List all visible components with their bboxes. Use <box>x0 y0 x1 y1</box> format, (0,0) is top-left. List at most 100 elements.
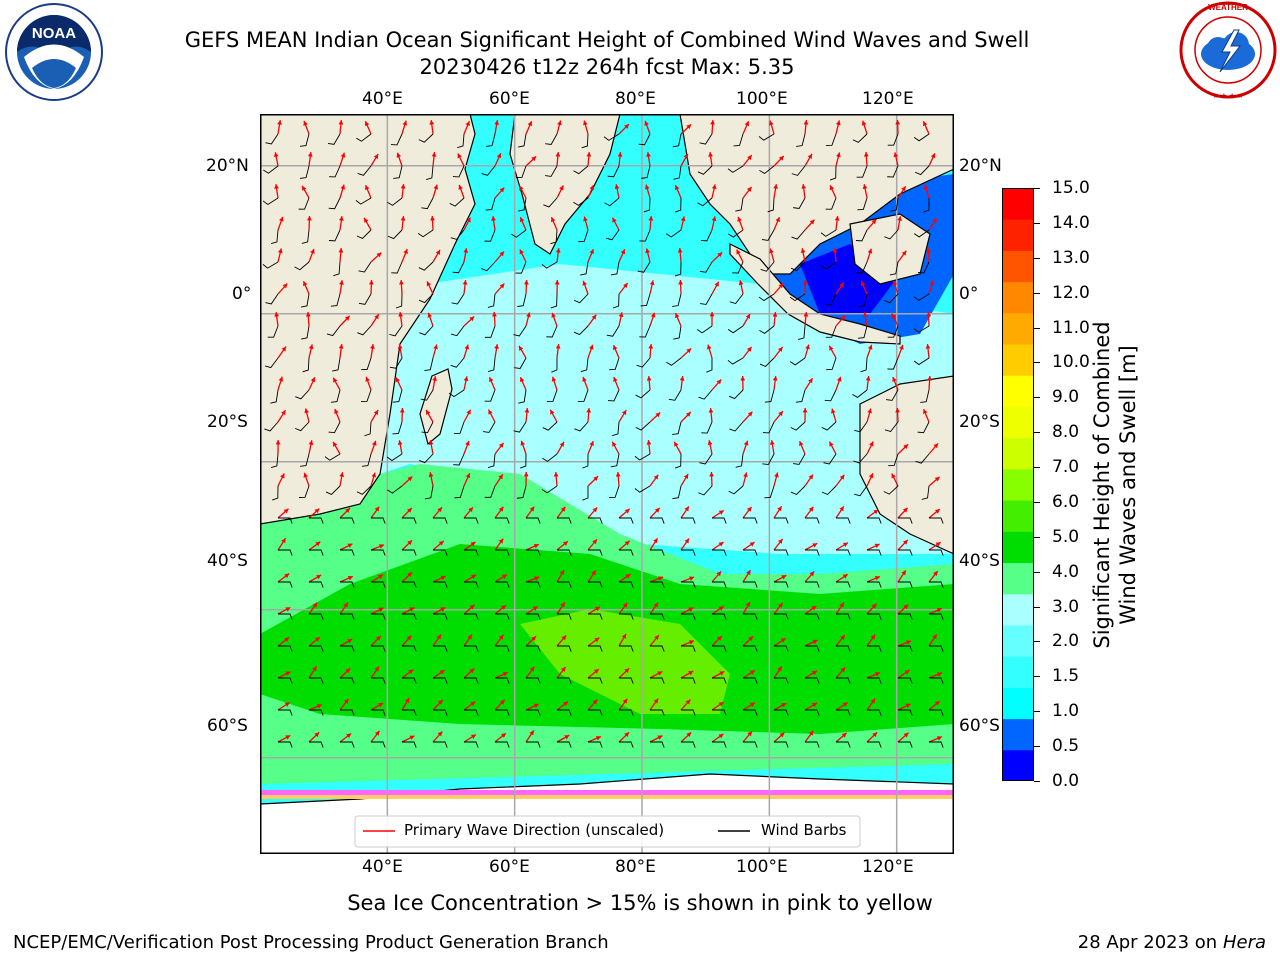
wave-arrowhead <box>523 472 529 477</box>
wave-arrowhead <box>409 607 415 612</box>
wave-arrowhead <box>586 152 592 157</box>
wave-arrowhead <box>589 185 594 191</box>
wind-barb <box>712 517 727 524</box>
wave-arrowhead <box>836 152 841 158</box>
wind-barb <box>887 165 899 178</box>
wind-barb <box>650 517 665 524</box>
wind-barb <box>454 421 465 434</box>
wave-arrowhead <box>284 573 290 579</box>
wind-barb <box>697 197 713 207</box>
wind-barb <box>578 229 589 243</box>
wind-barb <box>759 357 775 368</box>
colorbar-segment <box>1002 344 1034 376</box>
wave-arrowhead <box>778 155 784 161</box>
wave-arrowhead <box>809 219 815 225</box>
wind-barb <box>371 549 386 556</box>
wave-arrowhead <box>679 376 685 381</box>
wind-barb <box>650 613 665 620</box>
wave-arrowhead <box>308 344 314 350</box>
colorbar-tick-label: 10.0 <box>1052 352 1090 373</box>
wind-barb <box>619 549 634 556</box>
wave-arrowhead <box>749 670 755 675</box>
wind-barb <box>743 645 758 652</box>
wave-arrowhead <box>674 185 680 191</box>
wind-barb <box>673 165 682 180</box>
wind-barb <box>825 325 837 338</box>
wave-arrowhead <box>812 543 818 548</box>
wind-barb <box>340 677 355 684</box>
wind-barb <box>551 357 558 373</box>
wave-arrowhead <box>437 699 443 705</box>
wind-barb <box>487 293 496 308</box>
wind-barb <box>543 197 558 208</box>
wind-barb <box>619 517 634 524</box>
wind-barb <box>698 485 713 496</box>
map-panel: Primary Wave Direction (unscaled) Wind B… <box>260 114 954 854</box>
wind-barb <box>762 453 775 466</box>
wave-arrowhead <box>404 697 410 703</box>
wave-arrowhead <box>892 280 898 286</box>
wave-arrowhead <box>398 312 404 317</box>
wind-barb <box>309 613 324 620</box>
wind-barb <box>867 645 882 652</box>
wave-arrowhead <box>338 248 344 253</box>
wind-barb <box>358 261 372 273</box>
wave-arrowhead <box>458 184 463 190</box>
wind-barb <box>450 357 465 368</box>
wave-arrowhead <box>842 574 848 579</box>
wind-barb <box>526 581 541 588</box>
wind-barb <box>485 197 496 211</box>
wind-barb <box>867 517 882 524</box>
colorbar-tick-mark <box>1034 781 1040 782</box>
wind-barb <box>929 549 944 556</box>
wind-barb <box>727 325 744 334</box>
wind-barb <box>867 549 882 556</box>
wind-barb <box>402 741 417 748</box>
wind-barb <box>836 517 851 524</box>
wave-arrowhead <box>399 408 405 413</box>
wave-arrowhead <box>708 408 714 413</box>
wind-barb <box>513 325 527 337</box>
wave-arrowhead <box>646 440 652 445</box>
wave-arrowhead <box>706 344 712 350</box>
wind-barb <box>638 133 651 146</box>
wind-barb <box>607 165 620 178</box>
wave-arrowhead <box>740 376 746 381</box>
wave-arrowhead <box>747 731 753 737</box>
wind-barb <box>433 581 448 588</box>
wind-barb <box>330 389 341 403</box>
wave-arrowhead <box>457 153 462 159</box>
colorbar-tick-mark <box>1034 292 1040 294</box>
wave-arrowhead <box>559 185 564 191</box>
wind-barb <box>340 549 355 556</box>
wind-barb <box>386 453 403 462</box>
wind-barb <box>929 741 944 748</box>
wind-barb <box>668 389 682 401</box>
wind-barb <box>357 165 372 176</box>
wind-barb <box>774 709 789 716</box>
wind-barb <box>327 133 341 145</box>
colorbar-tick-label: 15.0 <box>1052 178 1090 198</box>
wave-arrowhead <box>621 633 627 639</box>
wave-arrowhead <box>841 732 847 738</box>
wind-barb <box>820 261 837 270</box>
wave-arrowhead <box>895 120 901 125</box>
wind-barb <box>278 645 293 652</box>
wave-arrowhead <box>812 639 818 645</box>
wave-arrowhead <box>595 736 601 741</box>
wind-barb <box>328 197 341 210</box>
wind-barb <box>448 389 465 398</box>
wave-arrowhead <box>812 702 818 708</box>
wave-arrowhead <box>427 312 433 318</box>
wave-arrowhead <box>749 702 755 707</box>
wind-barb <box>486 133 496 147</box>
wind-barb <box>887 357 899 370</box>
wind-barb <box>603 133 620 141</box>
wind-barb <box>767 197 775 213</box>
wave-arrowhead <box>867 248 873 254</box>
wave-arrowhead <box>582 280 587 286</box>
wave-arrowhead <box>622 698 628 704</box>
wave-arrowhead <box>688 640 694 645</box>
colorbar-segment <box>1002 749 1034 781</box>
wind-barb <box>389 325 403 337</box>
